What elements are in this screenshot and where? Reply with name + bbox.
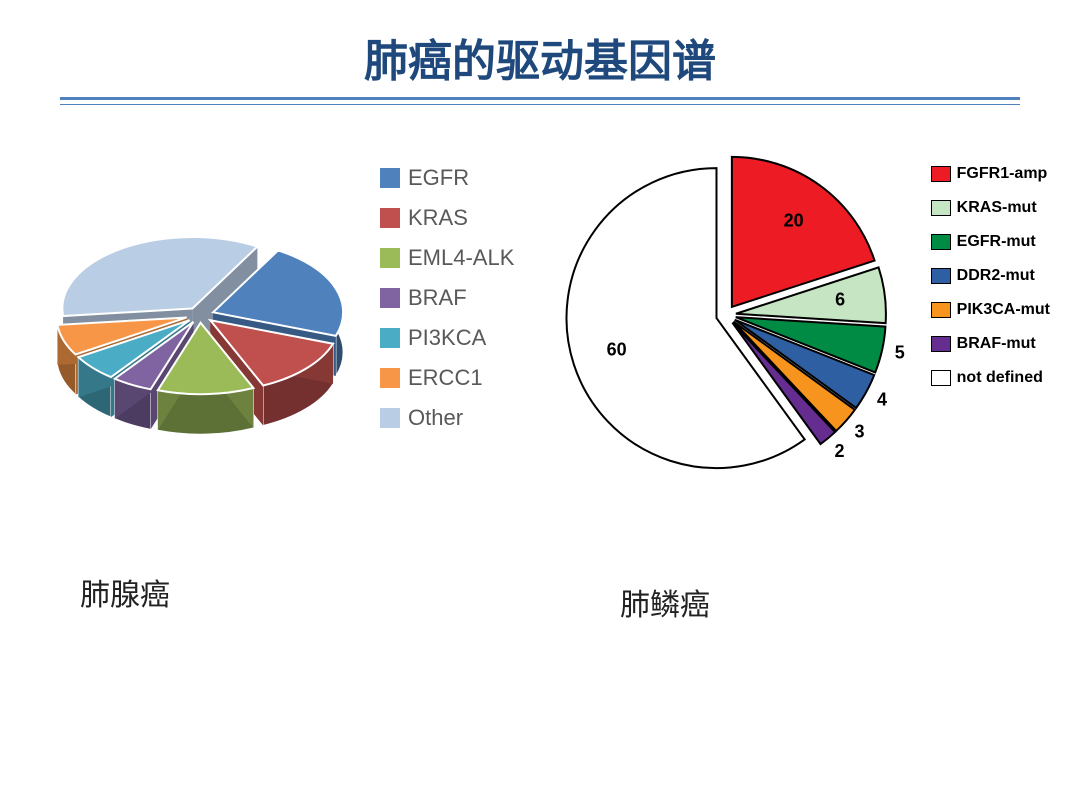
chart2-pie: 20 6 5 432 60	[551, 145, 921, 505]
legend-label: BRAF	[408, 285, 467, 311]
legend-label: EGFR	[408, 165, 469, 191]
legend-swatch	[931, 166, 951, 182]
legend-label: EML4-ALK	[408, 245, 514, 271]
legend-item: DDR2-mut	[931, 267, 1050, 285]
chart1-legend: EGFR KRAS EML4-ALK BRAF PI3KCA ERCC1 Other	[380, 165, 514, 431]
legend-label: FGFR1-amp	[957, 165, 1048, 183]
legend-item: BRAF-mut	[931, 335, 1050, 353]
legend-label: KRAS	[408, 205, 468, 231]
legend-label: not defined	[957, 369, 1043, 387]
charts-row: EGFR KRAS EML4-ALK BRAF PI3KCA ERCC1 Other 20 6…	[0, 165, 1080, 505]
legend-swatch	[931, 336, 951, 352]
legend-item: FGFR1-amp	[931, 165, 1050, 183]
page-title: 肺癌的驱动基因谱	[0, 0, 1080, 89]
legend-label: PIK3CA-mut	[957, 301, 1050, 319]
legend-swatch	[931, 234, 951, 250]
legend-item: PIK3CA-mut	[931, 301, 1050, 319]
caption-right: 肺鳞癌	[620, 580, 710, 624]
legend-swatch	[931, 268, 951, 284]
title-underline	[60, 97, 1020, 105]
legend-swatch	[931, 370, 951, 386]
legend-item: EGFR-mut	[931, 233, 1050, 251]
legend-swatch	[380, 368, 400, 388]
legend-swatch	[380, 288, 400, 308]
legend-label: BRAF-mut	[957, 335, 1036, 353]
legend-label: KRAS-mut	[957, 199, 1037, 217]
legend-swatch	[931, 302, 951, 318]
caption-left: 肺腺癌	[80, 570, 170, 614]
legend-swatch	[380, 168, 400, 188]
legend-label: DDR2-mut	[957, 267, 1035, 285]
data-label: 20	[783, 211, 803, 231]
legend-swatch	[380, 208, 400, 228]
data-label: 3	[854, 421, 864, 441]
chart2-legend: FGFR1-amp KRAS-mut EGFR-mut DDR2-mut PIK3CA-…	[931, 165, 1050, 387]
data-label: 6	[835, 289, 845, 309]
legend-item: EML4-ALK	[380, 245, 514, 271]
legend-swatch	[380, 328, 400, 348]
legend-label: Other	[408, 405, 463, 431]
legend-item: not defined	[931, 369, 1050, 387]
legend-item: BRAF	[380, 285, 514, 311]
legend-item: KRAS-mut	[931, 199, 1050, 217]
data-label: 60	[606, 339, 626, 359]
chart2-block: 20 6 5 432 60 FGFR1-amp KRAS-mut EGFR-mut DDR2-…	[551, 145, 1050, 505]
legend-item: EGFR	[380, 165, 514, 191]
chart1-pie	[30, 165, 370, 485]
data-label: 4	[877, 390, 887, 410]
legend-swatch	[380, 248, 400, 268]
legend-label: ERCC1	[408, 365, 483, 391]
legend-label: PI3KCA	[408, 325, 486, 351]
legend-swatch	[931, 200, 951, 216]
data-label: 2	[834, 441, 844, 461]
legend-item: ERCC1	[380, 365, 514, 391]
legend-item: PI3KCA	[380, 325, 514, 351]
legend-item: Other	[380, 405, 514, 431]
data-label: 5	[894, 343, 904, 363]
legend-swatch	[380, 408, 400, 428]
legend-label: EGFR-mut	[957, 233, 1036, 251]
chart1-block: EGFR KRAS EML4-ALK BRAF PI3KCA ERCC1 Other	[30, 165, 514, 505]
legend-item: KRAS	[380, 205, 514, 231]
